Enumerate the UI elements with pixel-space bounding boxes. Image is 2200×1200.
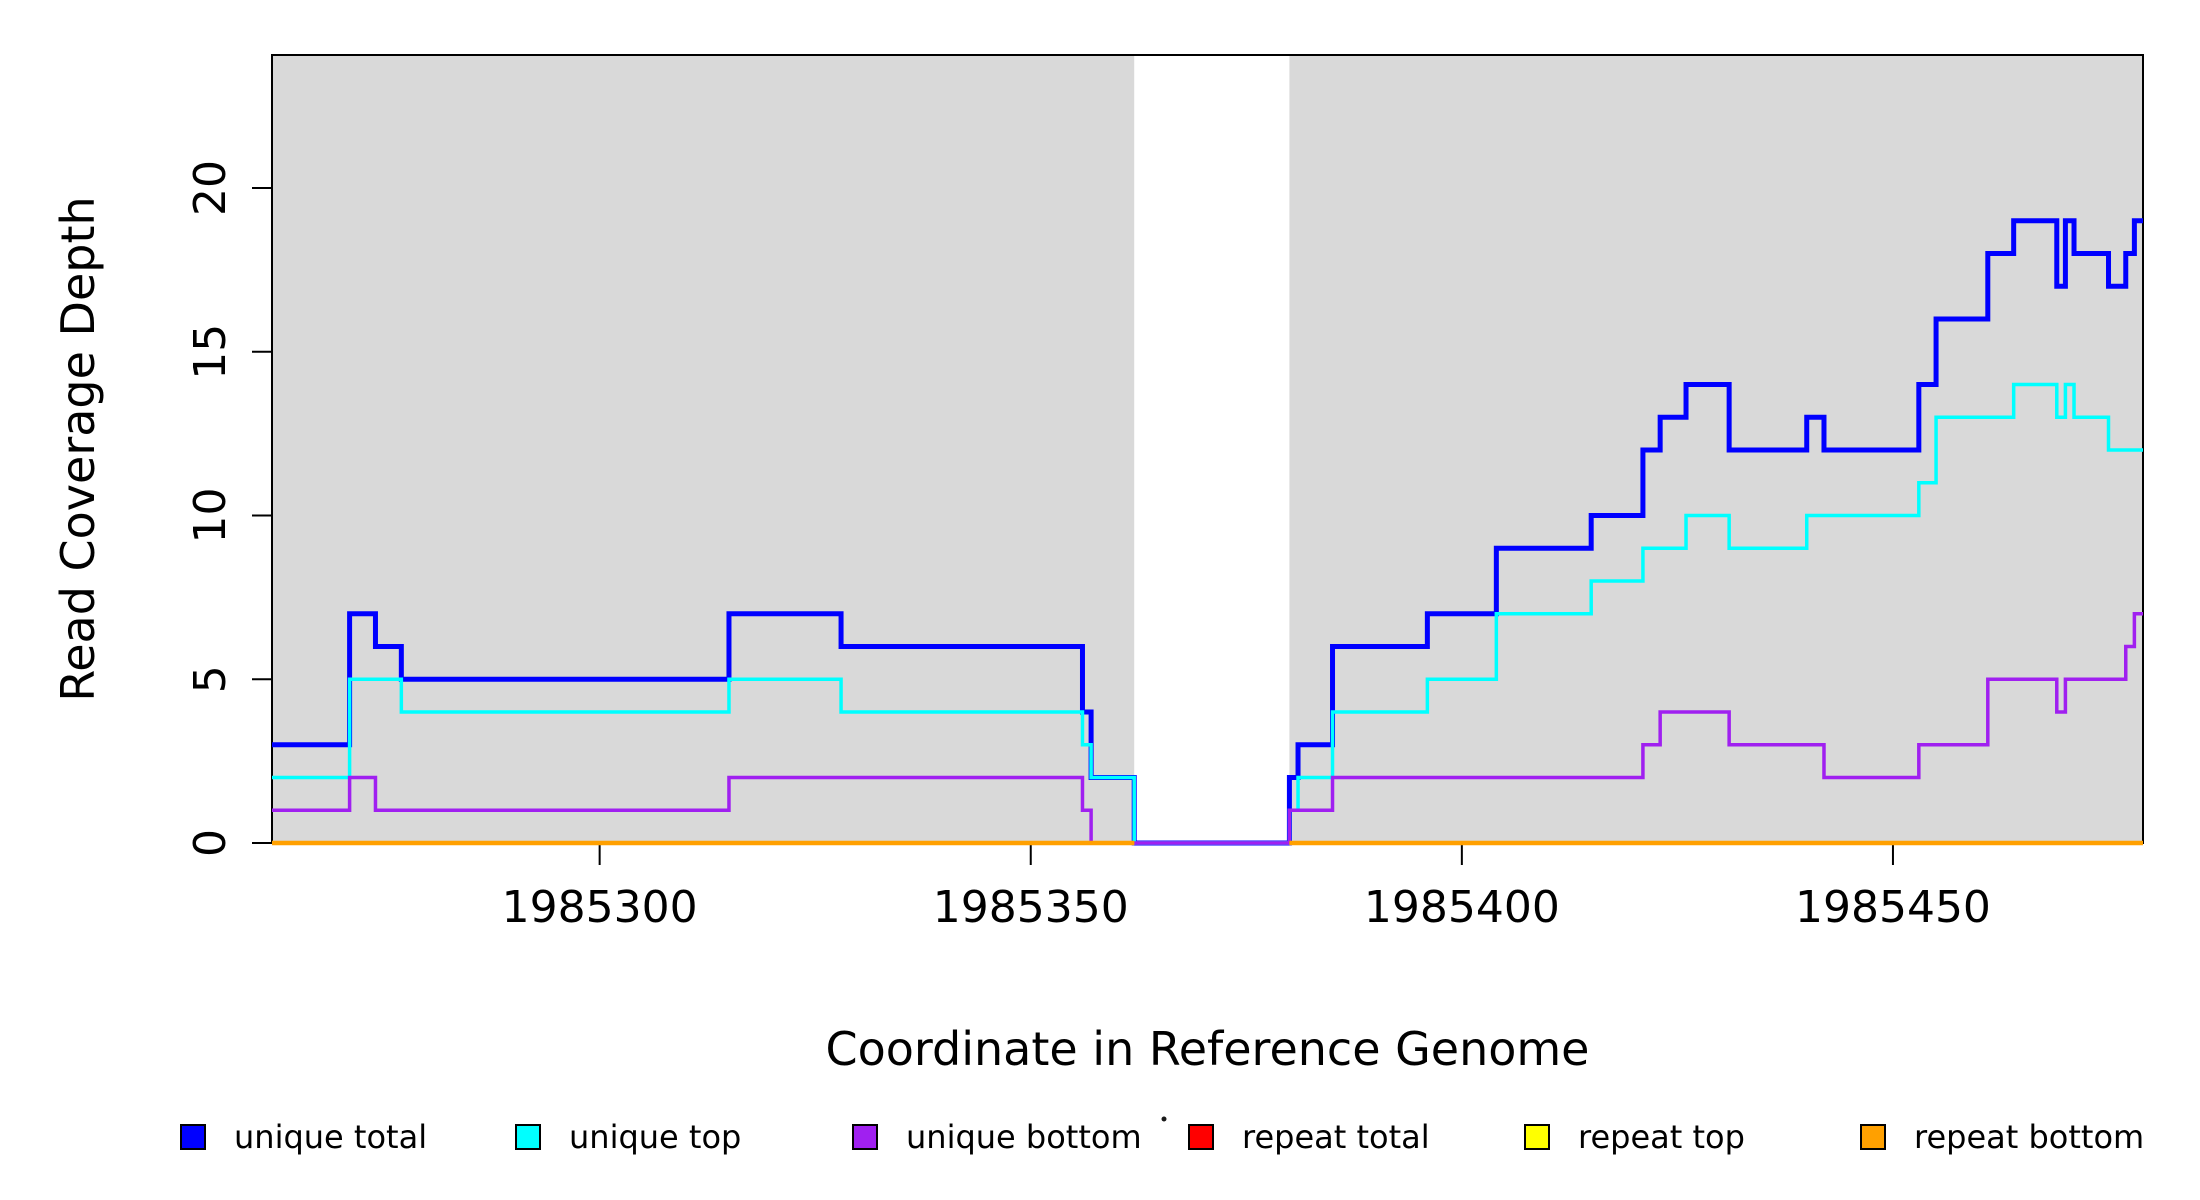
shaded-region <box>272 55 1135 843</box>
series-unique-bottom <box>272 611 2143 845</box>
y-tick-label: 5 <box>185 665 236 693</box>
shaded-region <box>1289 55 2143 843</box>
y-tick-label: 10 <box>185 487 236 543</box>
x-axis-title: Coordinate in Reference Genome <box>825 1022 1590 1076</box>
y-tick-label: 15 <box>185 324 236 380</box>
y-tick-label: 0 <box>185 829 236 857</box>
x-tick-label: 1985350 <box>933 882 1129 933</box>
series-unique-total <box>272 218 2143 846</box>
y-tick-label: 20 <box>185 160 236 216</box>
stray-dot <box>1161 1116 1167 1122</box>
series-unique-top <box>272 382 2143 845</box>
x-tick-label: 1985300 <box>502 882 698 933</box>
x-tick-label: 1985400 <box>1364 882 1560 933</box>
y-axis-title: Read Coverage Depth <box>51 196 105 702</box>
x-tick-label: 1985450 <box>1795 882 1991 933</box>
